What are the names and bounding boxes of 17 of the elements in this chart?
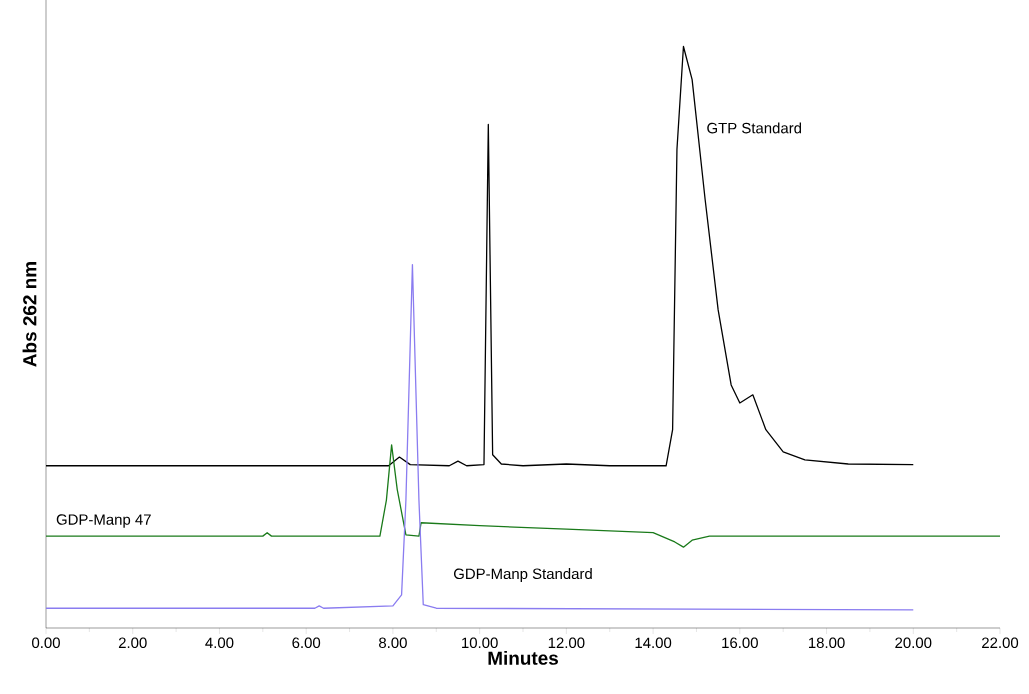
x-axis-title: Minutes xyxy=(488,650,558,665)
x-tick-label: 6.00 xyxy=(292,637,321,649)
x-tick-label: 4.00 xyxy=(205,637,234,649)
x-tick-label: 8.00 xyxy=(379,637,407,649)
x-tick-label: 10.00 xyxy=(462,637,498,649)
x-tick-label: 20.00 xyxy=(895,637,932,649)
x-tick-label: 18.00 xyxy=(809,637,845,649)
y-axis-title: Abs 262 nm xyxy=(22,262,37,367)
series-label: GDP-Manp 47 xyxy=(56,514,151,528)
x-tick-label: 22.00 xyxy=(982,637,1019,649)
x-tick-label: 2.00 xyxy=(118,637,147,649)
x-tick-label: 12.00 xyxy=(548,637,585,649)
x-tick-label: 16.00 xyxy=(722,637,758,649)
series-label: GDP-Manp Standard xyxy=(453,568,592,583)
series-label: GTP Standard xyxy=(707,122,802,134)
x-tick-label: 14.00 xyxy=(635,637,672,649)
x-tick-label: 0.00 xyxy=(32,637,60,649)
